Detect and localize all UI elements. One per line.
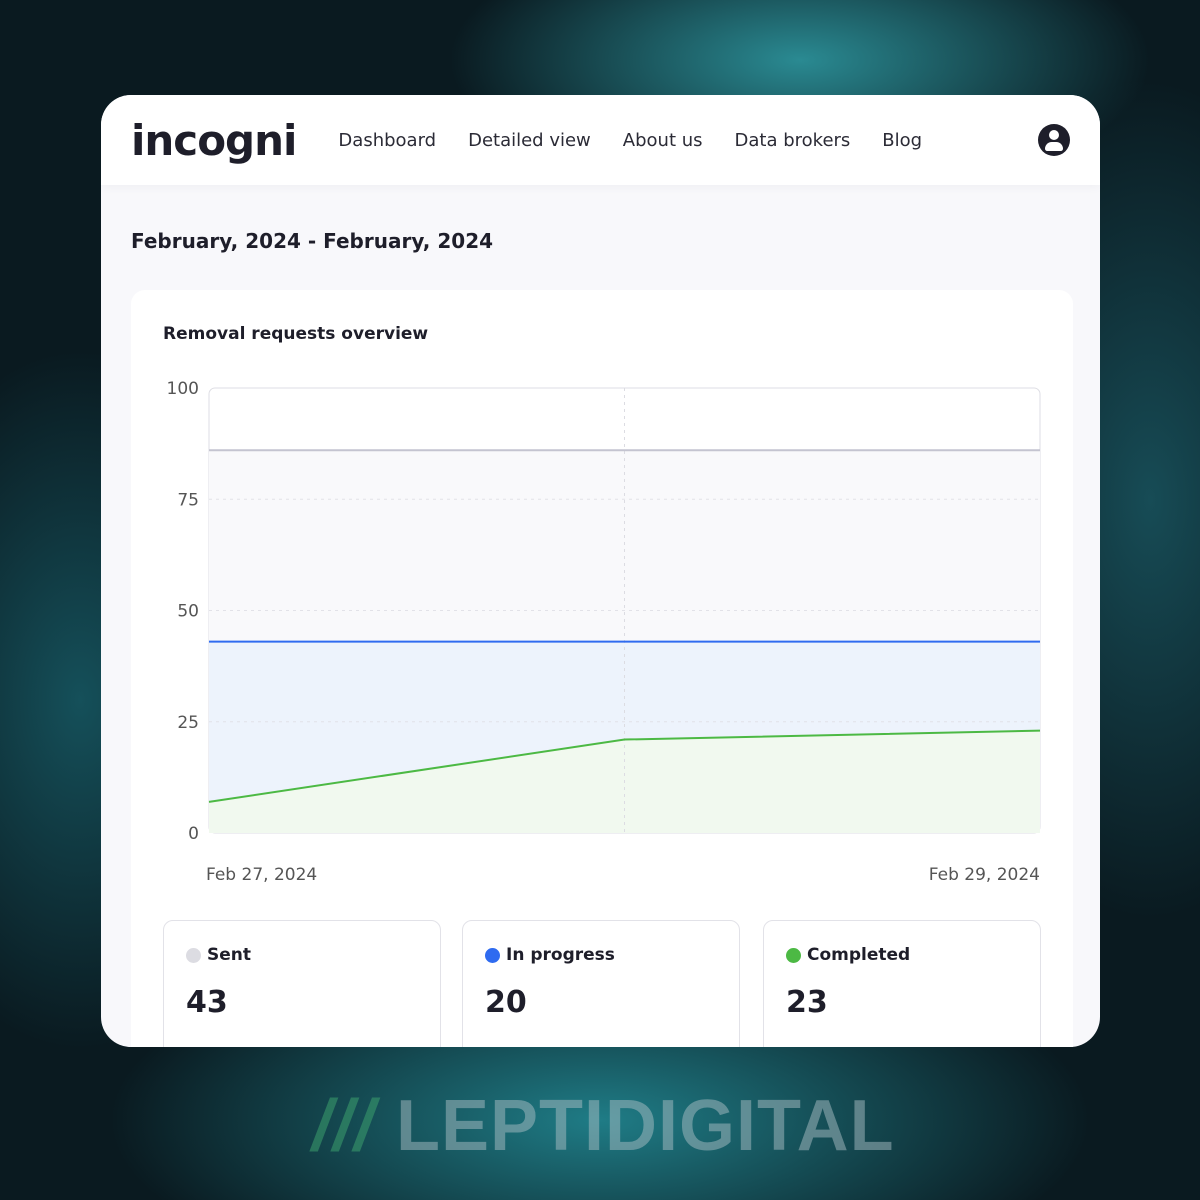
sent-dot-icon (186, 947, 201, 963)
watermark-slashes: /// (312, 1086, 397, 1166)
stat-value: 43 (186, 985, 228, 1020)
panel-title: Removal requests overview (163, 324, 429, 344)
stat-label: In progress (506, 945, 615, 965)
nav-detailed-view[interactable]: Detailed view (468, 129, 591, 151)
completed-dot-icon (786, 947, 801, 963)
top-nav: incogni Dashboard Detailed view About us… (101, 95, 1100, 185)
watermark: /// LEPTIDIGITAL (312, 1085, 895, 1167)
y-tick-label: 0 (188, 824, 199, 844)
y-tick-label: 75 (177, 490, 199, 510)
x-tick-label: Feb 27, 2024 (206, 865, 317, 885)
nav-blog[interactable]: Blog (882, 129, 923, 151)
stat-label: Completed (807, 945, 911, 965)
watermark-word: LEPTIDIGITAL (396, 1086, 895, 1166)
stat-sent: Sent 43 (163, 920, 441, 1047)
removal-chart: 0 25 50 75 100 Feb 27, 2024 Feb 29, 2024 (167, 379, 1041, 885)
y-tick-label: 25 (177, 713, 199, 733)
overview-panel: Removal requests overview 0 25 50 75 100 Feb … (131, 290, 1073, 1047)
incogni-logo[interactable]: incogni (131, 115, 297, 165)
nav-about-us[interactable]: About us (622, 129, 703, 151)
user-account-icon[interactable] (1038, 124, 1070, 156)
area-sent (209, 450, 1040, 642)
watermark-text: /// LEPTIDIGITAL (312, 1086, 895, 1166)
stat-in-progress: In progress 20 (462, 920, 740, 1047)
y-tick-label: 50 (177, 602, 199, 622)
x-tick-label: Feb 29, 2024 (929, 865, 1040, 885)
stat-label: Sent (207, 945, 252, 965)
stat-completed: Completed 23 (763, 920, 1041, 1047)
date-range: February, 2024 - February, 2024 (131, 229, 494, 253)
stat-value: 23 (786, 985, 828, 1020)
line-completed (208, 729, 1041, 803)
y-tick-label: 100 (167, 379, 199, 399)
nav-data-brokers[interactable]: Data brokers (734, 129, 851, 151)
app-window: incogni Dashboard Detailed view About us… (101, 95, 1100, 1047)
nav-dashboard[interactable]: Dashboard (338, 129, 437, 151)
stat-value: 20 (485, 985, 527, 1020)
in-progress-dot-icon (485, 947, 500, 963)
